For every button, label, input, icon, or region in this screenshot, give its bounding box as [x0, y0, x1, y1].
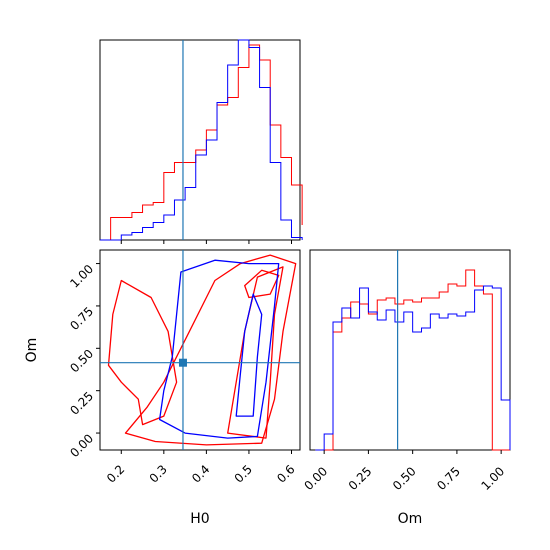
contour-red [227, 266, 284, 439]
hist-h0-panel [99, 39, 303, 244]
joint-frame [99, 249, 301, 451]
joint-xtick-label: 0.5 [232, 462, 255, 485]
joint-ytick-label: 0.50 [67, 347, 96, 376]
contour-red [107, 279, 178, 426]
contour-red [244, 269, 280, 299]
hist-om-tick-label: 0.25 [346, 464, 375, 493]
hist-h0-series [100, 39, 303, 241]
hist-h0-frame [99, 39, 301, 241]
contour-blue [158, 259, 280, 439]
joint-ytick-label: 1.00 [67, 262, 96, 291]
hist-om-tick-label: 0.75 [434, 464, 463, 493]
joint-ytick-label: 0.75 [67, 304, 96, 333]
joint-truth-marker [178, 358, 187, 367]
joint-xtick-label: 0.6 [274, 462, 297, 485]
joint-contours [107, 254, 297, 446]
hist-step-blue [315, 285, 511, 451]
hist-om-frame [309, 249, 511, 451]
joint-ytick-label: 0.00 [67, 431, 96, 460]
joint-xticks: 0.2 0.3 0.4 0.5 0.6 [104, 450, 298, 486]
y-label-om: Om [24, 338, 40, 363]
hist-step-blue [100, 39, 303, 241]
hist-om-tick-label: 0.00 [301, 464, 330, 493]
hist-h0-ticks [120, 240, 292, 244]
joint-ytick-label: 0.25 [67, 389, 96, 418]
joint-panel: 0.2 0.3 0.4 0.5 0.6 0.00 0.25 0.50 0.75 1.00 [67, 249, 301, 486]
hist-om-panel: 0.00 0.25 0.50 0.75 1.00 [301, 249, 511, 493]
joint-xtick-label: 0.2 [104, 462, 127, 485]
joint-xtick-label: 0.3 [147, 462, 170, 485]
hist-om-series [315, 269, 511, 451]
hist-step-red [100, 44, 303, 241]
joint-xtick-label: 0.4 [189, 462, 212, 485]
hist-step-red [315, 269, 510, 451]
hist-om-tick-label: 0.50 [390, 464, 419, 493]
hist-om-tick-label: 1.00 [478, 464, 507, 493]
joint-yticks: 0.00 0.25 0.50 0.75 1.00 [67, 262, 100, 460]
contour-blue [235, 293, 263, 417]
hist-om-xticks: 0.00 0.25 0.50 0.75 1.00 [301, 450, 507, 493]
x-label-om: Om [398, 511, 423, 527]
x-label-h0: H0 [190, 511, 209, 527]
